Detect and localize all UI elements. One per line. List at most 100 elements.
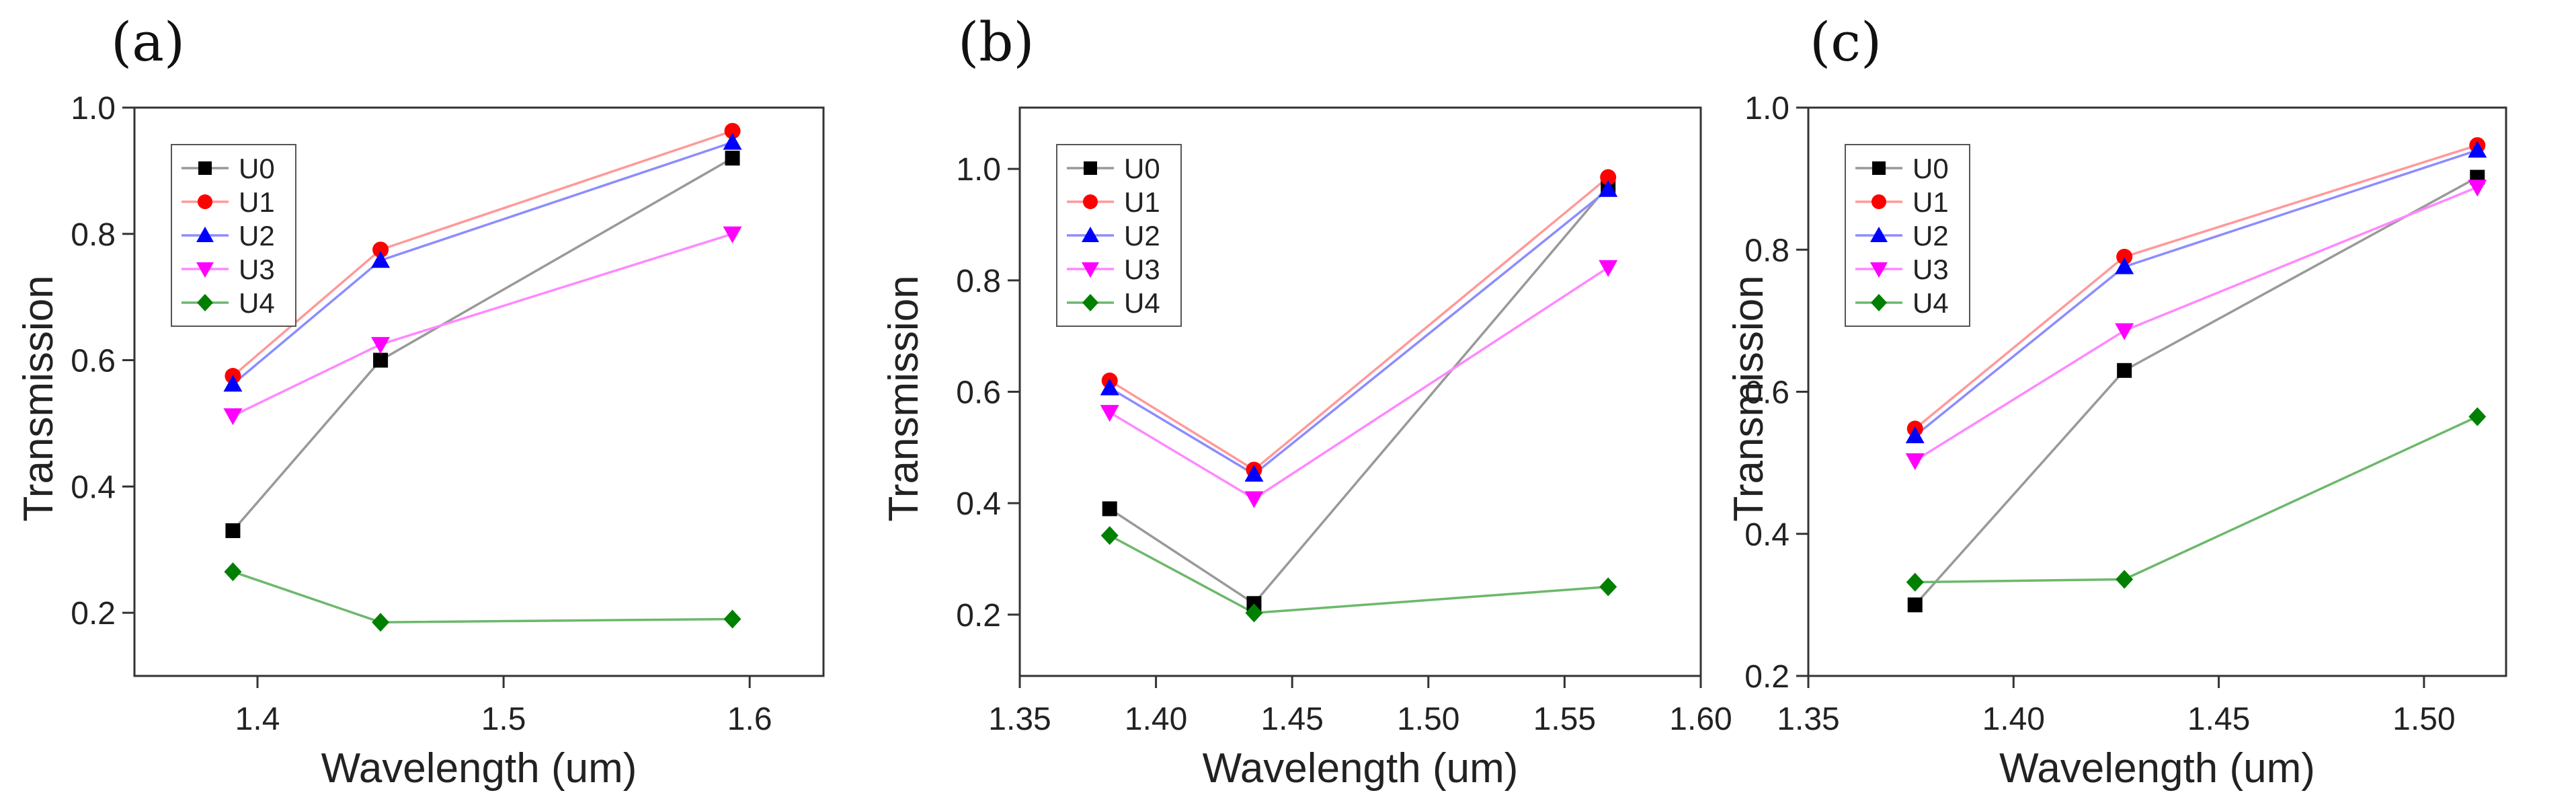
series-line-u2 — [232, 141, 733, 385]
y-tick-label: 1.0 — [1744, 91, 1789, 126]
data-point-u3 — [1905, 453, 1925, 470]
legend-marker-u4 — [197, 294, 213, 311]
y-axis-title: Transmission — [881, 275, 927, 521]
data-point-u0 — [373, 352, 389, 368]
data-point-u4 — [2468, 407, 2487, 426]
data-point-u2 — [723, 132, 742, 150]
y-tick-label: 0.2 — [71, 596, 116, 632]
x-tick-label: 1.45 — [1260, 701, 1323, 737]
x-tick-label: 1.45 — [2187, 701, 2250, 737]
legend-label: U2 — [1124, 220, 1160, 252]
legend-marker-u1 — [1083, 194, 1098, 209]
y-tick-label: 1.0 — [956, 152, 1001, 188]
data-point-u4 — [372, 613, 390, 632]
chart-panel-1: (a) 1.4 1.5 1.6 0.2 0.4 0.6 0.8 1.0 Wavelength (u… — [15, 11, 825, 792]
x-tick-label: 1.40 — [1982, 701, 2045, 737]
legend-marker-u4 — [1871, 294, 1887, 311]
legend-marker-u1 — [198, 194, 212, 209]
data-point-u3 — [223, 408, 243, 426]
legend-label: U0 — [1913, 153, 1949, 184]
legend-label: U1 — [1124, 186, 1160, 218]
series-line-u1 — [1914, 144, 2478, 430]
x-tick-label: 1.35 — [988, 701, 1051, 737]
data-point-u3 — [1244, 491, 1264, 508]
y-tick-label: 0.6 — [1744, 375, 1789, 411]
data-point-u4 — [1100, 526, 1119, 545]
data-point-u4 — [1599, 577, 1617, 597]
legend-marker-u3 — [1082, 262, 1099, 278]
legend-marker-u2 — [196, 227, 214, 242]
data-point-u0 — [1246, 596, 1262, 611]
y-tick-label: 0.4 — [71, 469, 116, 505]
data-point-u0 — [725, 151, 740, 166]
y-tick-label: 0.6 — [71, 344, 116, 379]
series-line-u0 — [1914, 176, 2479, 606]
y-tick-label: 0.8 — [1744, 233, 1789, 268]
x-tick-label: 1.4 — [235, 701, 280, 737]
data-point-u0 — [2117, 363, 2132, 378]
legend-label: U0 — [239, 153, 275, 184]
y-tick-label: 1.0 — [71, 91, 116, 126]
series-line-u3 — [232, 233, 733, 417]
legend-marker-u3 — [196, 262, 214, 278]
y-axis-title: Transmission — [15, 275, 62, 521]
legend-label: U4 — [239, 287, 275, 319]
legend-label: U2 — [1913, 220, 1949, 252]
x-tick-label: 1.55 — [1533, 701, 1596, 737]
legend-marker-u2 — [1870, 227, 1888, 242]
legend-label: U2 — [239, 220, 275, 252]
y-tick-label: 0.8 — [71, 217, 116, 253]
series-line-u3 — [1914, 186, 2478, 462]
series-line-u4 — [1109, 534, 1609, 615]
legend-marker-u3 — [1870, 262, 1888, 278]
data-point-u4 — [2116, 570, 2134, 589]
series-line-u1 — [1109, 176, 1609, 471]
x-tick-label: 1.6 — [727, 701, 772, 737]
legend-label: U3 — [1124, 254, 1160, 285]
x-axis-title: Wavelength (um) — [1999, 745, 2315, 792]
series-line-u4 — [232, 570, 733, 623]
x-tick-label: 1.40 — [1125, 701, 1187, 737]
legend-marker-u2 — [1082, 227, 1099, 242]
y-tick-label: 0.6 — [956, 375, 1001, 411]
data-point-u0 — [225, 523, 241, 539]
data-point-u1 — [2116, 248, 2133, 265]
legend-marker-u0 — [198, 161, 212, 175]
data-point-u1 — [1600, 169, 1617, 186]
legend-label: U4 — [1913, 287, 1949, 319]
x-axis-title: Wavelength (um) — [1203, 745, 1519, 792]
legend-label: U1 — [1913, 186, 1949, 218]
data-point-u4 — [224, 562, 242, 582]
chart-panel-2: (b) 1.35 1.40 1.45 1.50 1.55 1.60 0.2 0.4 0.6 0.8 1… — [881, 11, 1732, 792]
data-point-u3 — [2468, 180, 2487, 197]
plot-frame — [133, 106, 825, 677]
legend-label: U1 — [239, 186, 275, 218]
data-point-u0 — [1907, 597, 1923, 613]
y-tick-label: 0.8 — [956, 264, 1001, 299]
data-point-u2 — [1100, 378, 1119, 395]
panel-label: (c) — [1810, 11, 1882, 73]
data-point-u2 — [2468, 141, 2487, 158]
x-tick-label: 1.50 — [2392, 701, 2455, 737]
data-point-u3 — [1100, 405, 1119, 422]
y-tick-label: 0.4 — [956, 486, 1001, 522]
legend-marker-u4 — [1082, 294, 1098, 311]
y-tick-label: 0.2 — [956, 598, 1001, 634]
data-point-u1 — [372, 241, 389, 258]
data-point-u2 — [371, 251, 391, 268]
x-tick-label: 1.50 — [1397, 701, 1459, 737]
chart-panel-3: (c) 1.35 1.40 1.45 1.50 0.2 0.4 0.6 0.8 1.0 Wavele… — [1726, 11, 2507, 792]
legend-label: U4 — [1124, 287, 1160, 319]
data-point-u2 — [1599, 180, 1618, 197]
y-axis-title: Transmission — [1726, 275, 1772, 521]
x-tick-label: 1.5 — [481, 701, 526, 737]
series-line-u4 — [1915, 415, 2478, 584]
x-tick-label: 1.35 — [1777, 701, 1839, 737]
data-point-u2 — [223, 375, 243, 392]
data-point-u2 — [2115, 257, 2134, 274]
data-point-u3 — [2115, 323, 2134, 340]
panel-label: (b) — [958, 11, 1035, 73]
panel-label: (a) — [111, 11, 185, 73]
legend-marker-u1 — [1871, 194, 1886, 209]
